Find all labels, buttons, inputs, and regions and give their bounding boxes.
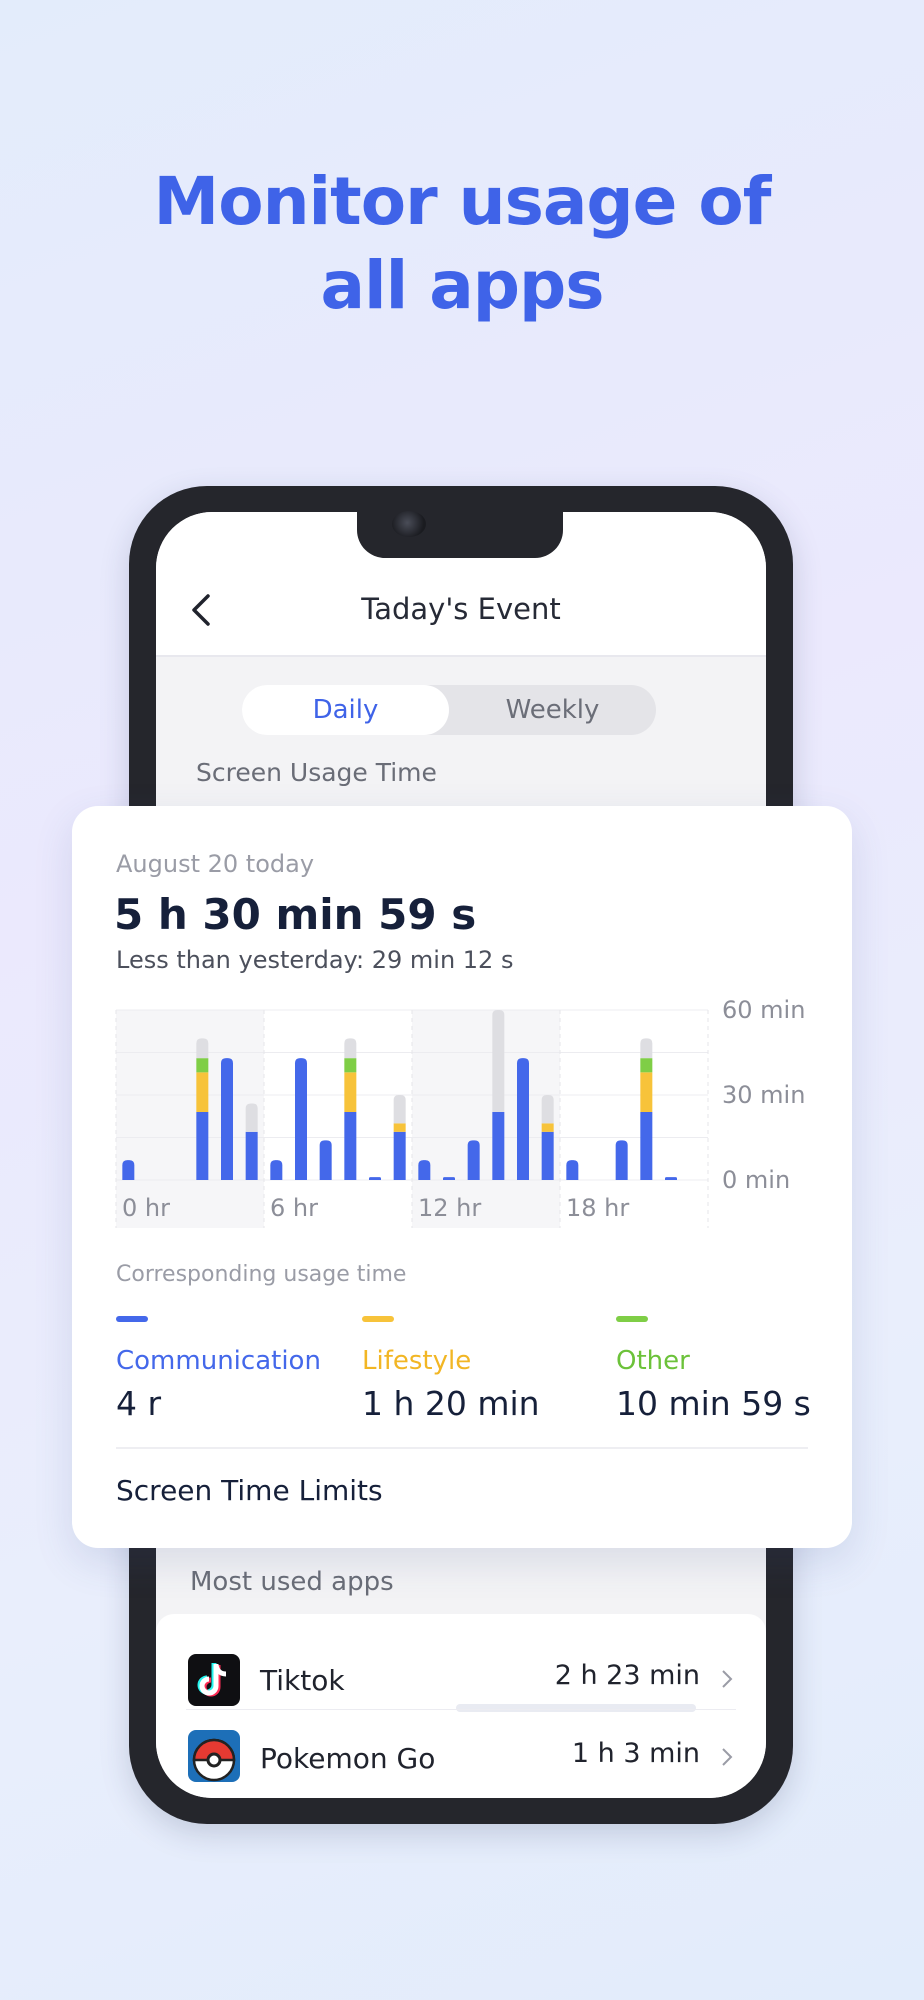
total-usage-time: 5 h 30 min 59 s [114, 890, 477, 939]
x-tick-label: 18 hr [566, 1194, 629, 1222]
headline-line-1: Monitor usage of [153, 163, 772, 240]
phone-notch [357, 500, 563, 558]
headline: Monitor usage of all apps [0, 160, 924, 328]
chart-bar [221, 1058, 233, 1180]
chart-bar [541, 1095, 554, 1124]
app-name: Pokemon Go [260, 1742, 436, 1775]
hourly-usage-chart: 0 hr 6 hr 12 hr 18 hr 60 min 30 min 0 min [115, 996, 805, 1228]
chart-bar [344, 1058, 357, 1073]
legend-swatch [616, 1316, 648, 1322]
x-tick-label: 0 hr [122, 1194, 170, 1222]
pokeball-icon [188, 1730, 240, 1782]
x-tick-label: 12 hr [418, 1194, 481, 1222]
chart-bar [393, 1123, 406, 1132]
screen-time-limits-link[interactable]: Screen Time Limits [116, 1474, 383, 1507]
chevron-right-icon [722, 1748, 733, 1766]
y-tick-label: 0 min [722, 1166, 790, 1194]
chart-bar [270, 1160, 283, 1180]
apps-list: Tiktok 2 h 23 min Pokemon Go 1 h 3 min [156, 1614, 766, 1798]
chart-bar [492, 1112, 505, 1180]
chevron-right-icon [722, 1670, 733, 1688]
period-toggle: Daily Weekly [242, 685, 656, 735]
chart-bar [344, 1112, 357, 1180]
chart-bar [393, 1131, 406, 1180]
most-used-label: Most used apps [190, 1567, 394, 1597]
tab-daily[interactable]: Daily [242, 685, 449, 735]
row-divider [186, 1709, 736, 1710]
screen-usage-label: Screen Usage Time [196, 758, 437, 787]
app-row-pokemon-go[interactable]: Pokemon Go 1 h 3 min [156, 1710, 766, 1798]
chart-bar [393, 1095, 406, 1124]
screen-title: Taday's Event [361, 592, 561, 626]
chart-bar [245, 1103, 258, 1132]
chart-bar [245, 1131, 258, 1180]
app-time: 2 h 23 min [554, 1660, 700, 1691]
legend-value: 4 r [116, 1384, 162, 1423]
chart-bar [640, 1038, 653, 1059]
app-usage-bar [456, 1704, 696, 1712]
chart-bar [566, 1160, 579, 1180]
chart-bar [541, 1123, 554, 1132]
headline-line-2: all apps [320, 247, 604, 324]
chart-bar [196, 1112, 209, 1180]
x-tick-label: 6 hr [270, 1194, 318, 1222]
chart-bar [517, 1058, 529, 1180]
chart-bar [418, 1160, 431, 1180]
corresponding-usage-label: Corresponding usage time [116, 1262, 407, 1287]
chart-bar [319, 1140, 332, 1180]
back-arrow-icon[interactable] [186, 590, 216, 630]
chart-bar [615, 1140, 628, 1180]
usage-summary-card: August 20 today 5 h 30 min 59 s Less tha… [72, 806, 852, 1548]
chart-bar [196, 1072, 209, 1112]
chart-bar [196, 1038, 209, 1059]
chart-bar [443, 1177, 455, 1180]
chart-bar [196, 1058, 209, 1073]
tab-weekly[interactable]: Weekly [505, 695, 600, 725]
chart-bar [295, 1058, 307, 1180]
chart-bar [122, 1160, 135, 1180]
app-name: Tiktok [260, 1664, 345, 1697]
legend-label: Lifestyle [362, 1346, 472, 1376]
chart-band [412, 1010, 560, 1228]
chart-bar [640, 1072, 653, 1112]
camera-icon [392, 511, 426, 537]
chart-bar [344, 1038, 357, 1059]
chart-band [264, 1010, 412, 1228]
chart-band [560, 1010, 708, 1228]
chart-bar [640, 1058, 653, 1073]
screen-header: Taday's Event [156, 512, 766, 657]
app-row-tiktok[interactable]: Tiktok 2 h 23 min [156, 1614, 766, 1712]
legend-swatch [362, 1316, 394, 1322]
legend-swatch [116, 1316, 148, 1322]
chart-bar [640, 1112, 653, 1180]
tiktok-icon [188, 1654, 240, 1706]
chart-bar [369, 1177, 381, 1180]
usage-date: August 20 today [116, 850, 315, 878]
legend-value: 10 min 59 s [616, 1384, 811, 1423]
legend-label: Other [616, 1346, 690, 1376]
legend-label: Communication [116, 1346, 321, 1376]
y-tick-label: 30 min [722, 1081, 805, 1109]
chart-bar [541, 1131, 554, 1180]
legend-value: 1 h 20 min [362, 1384, 540, 1423]
chart-bar [665, 1177, 677, 1180]
comparison-text: Less than yesterday: 29 min 12 s [116, 946, 514, 974]
chart-bar [492, 1010, 505, 1112]
chart-band [116, 1010, 264, 1228]
card-divider [116, 1447, 808, 1449]
y-tick-label: 60 min [722, 996, 805, 1024]
chart-bar [344, 1072, 357, 1112]
app-time: 1 h 3 min [571, 1738, 700, 1769]
chart-bar [467, 1140, 480, 1180]
